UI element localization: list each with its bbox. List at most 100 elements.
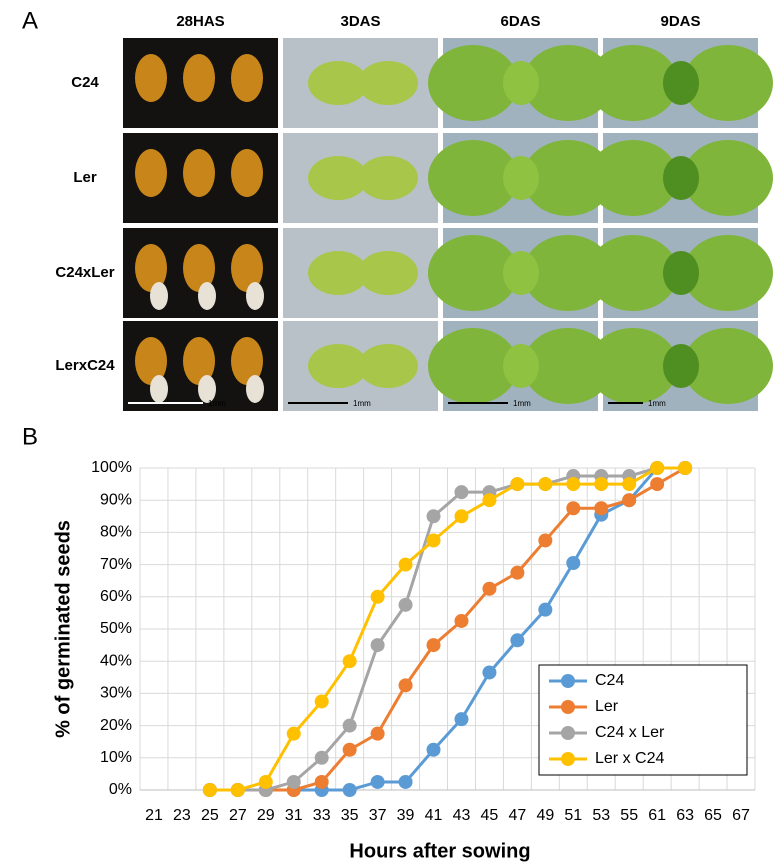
legend-marker	[561, 674, 575, 688]
y-tick-label: 100%	[91, 459, 132, 476]
data-point	[342, 718, 357, 733]
leaf	[428, 235, 518, 311]
legend-marker	[561, 726, 575, 740]
data-point	[650, 477, 665, 492]
radicle	[246, 282, 264, 310]
seed	[135, 337, 167, 385]
data-point	[538, 602, 553, 617]
data-point	[230, 783, 245, 797]
data-point	[370, 589, 385, 604]
y-tick-label: 90%	[100, 491, 132, 508]
y-tick-label: 30%	[100, 685, 132, 702]
y-tick-label: 50%	[100, 620, 132, 637]
leaf	[683, 235, 773, 311]
data-point	[314, 694, 329, 709]
x-tick-label: 23	[173, 807, 191, 824]
data-point	[622, 477, 637, 492]
y-tick-label: 80%	[100, 524, 132, 541]
data-point	[258, 774, 273, 789]
data-point	[510, 633, 525, 648]
chart: 21 23 25 27 29 31 33 35 37 39 41 43 45 47 49 51 53 55 61 63…	[91, 459, 756, 824]
data-point	[398, 597, 413, 612]
data-point	[594, 477, 609, 492]
x-tick-label: 37	[369, 807, 387, 824]
column-header: 9DAS	[660, 13, 700, 30]
seed	[135, 149, 167, 197]
leaf	[683, 45, 773, 121]
leaf	[428, 328, 518, 404]
x-tick-label: 21	[145, 807, 163, 824]
cotyledon	[308, 251, 368, 295]
data-point	[370, 638, 385, 653]
scale-label: 1mm	[513, 399, 531, 408]
data-point	[426, 533, 441, 548]
data-point	[454, 485, 469, 500]
leaf	[663, 251, 699, 295]
data-point	[678, 461, 693, 475]
x-tick-label: 55	[620, 807, 638, 824]
leaf	[663, 156, 699, 200]
data-point	[342, 654, 357, 669]
data-point	[202, 783, 217, 797]
data-point	[342, 783, 357, 797]
data-point	[370, 726, 385, 741]
leaf	[428, 140, 518, 216]
data-point	[314, 774, 329, 789]
leaf	[588, 45, 678, 121]
seed	[231, 54, 263, 102]
panel-label: B	[22, 423, 38, 450]
leaf	[503, 251, 539, 295]
leaf	[428, 45, 518, 121]
seed	[183, 244, 215, 292]
x-tick-label: 35	[341, 807, 359, 824]
data-point	[566, 477, 581, 492]
radicle	[198, 375, 216, 403]
data-point	[482, 493, 497, 508]
data-point	[510, 477, 525, 492]
radicle	[150, 282, 168, 310]
data-point	[342, 742, 357, 757]
y-tick-label: 20%	[100, 717, 132, 734]
legend-label: Ler	[595, 698, 619, 715]
data-point	[426, 638, 441, 653]
scale-label: 1mm	[648, 399, 666, 408]
data-point	[398, 557, 413, 572]
cotyledon	[358, 156, 418, 200]
leaf	[523, 235, 613, 311]
cotyledon	[358, 344, 418, 388]
data-point	[454, 509, 469, 524]
data-point	[622, 493, 637, 508]
row-label: C24xLer	[55, 264, 114, 281]
x-tick-label: 65	[704, 807, 722, 824]
y-tick-label: 70%	[100, 556, 132, 573]
x-tick-label: 49	[536, 807, 554, 824]
leaf	[523, 328, 613, 404]
column-header: 3DAS	[340, 13, 380, 30]
data-point	[426, 509, 441, 524]
y-axis-title: % of germinated seeds	[52, 520, 74, 738]
photo-grid: 28HAS 3DAS 6DAS 9DAS C24 Ler C24xLer LerxC24 1mm…	[55, 13, 773, 411]
data-point	[314, 750, 329, 765]
data-point	[566, 555, 581, 570]
x-tick-label: 67	[732, 807, 750, 824]
data-point	[286, 726, 301, 741]
scale-label: 1mm	[208, 399, 226, 408]
cotyledon	[308, 156, 368, 200]
x-tick-label: 47	[508, 807, 526, 824]
cotyledon	[358, 251, 418, 295]
x-tick-label: 27	[229, 807, 247, 824]
leaf	[503, 344, 539, 388]
data-point	[426, 742, 441, 757]
data-point	[538, 477, 553, 492]
x-tick-label: 53	[592, 807, 610, 824]
leaf	[523, 45, 613, 121]
data-point	[594, 501, 609, 516]
seed	[135, 54, 167, 102]
row-label: Ler	[73, 169, 97, 186]
panel-label: A	[22, 7, 38, 34]
leaf	[523, 140, 613, 216]
data-point	[510, 565, 525, 580]
data-point	[454, 712, 469, 727]
seed	[231, 244, 263, 292]
